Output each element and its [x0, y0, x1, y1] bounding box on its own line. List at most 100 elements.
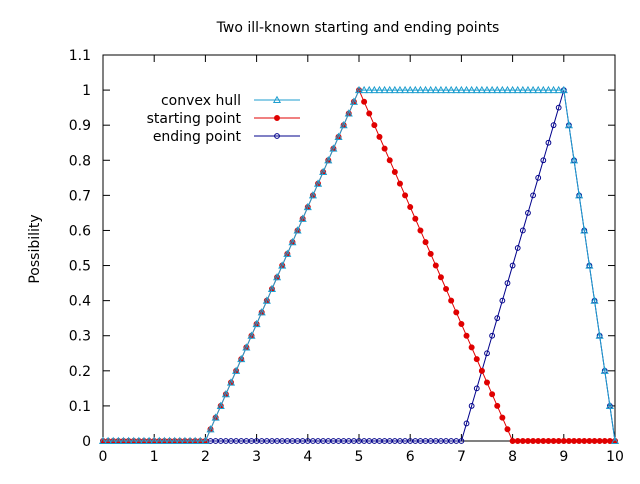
data-point-starting-point [376, 133, 383, 140]
data-point-convex-hull [375, 85, 384, 94]
data-point-convex-hull [370, 85, 379, 94]
data-point-ending-point [494, 315, 501, 322]
data-point-convex-hull [262, 296, 271, 304]
data-point-convex-hull [503, 85, 512, 94]
plot-layer: 0 1 2 3 4 5 6 7 8 9 10 0 0.1 0.2 0.3 0.4 0.5 0.6 0.7 0.8 0.9… [69, 48, 624, 465]
data-point-starting-point [391, 168, 398, 175]
data-point-convex-hull [452, 85, 461, 94]
data-point-convex-hull [472, 85, 481, 94]
data-point-convex-hull [319, 167, 328, 176]
data-point-convex-hull [150, 436, 159, 445]
x-tick-label: 1 [150, 449, 159, 465]
data-point-starting-point [499, 414, 506, 421]
data-point-convex-hull [303, 202, 312, 211]
data-point-convex-hull [329, 144, 338, 152]
data-point-convex-hull [447, 85, 456, 94]
y-tick-label: 1 [82, 83, 91, 99]
data-point-convex-hull [221, 389, 230, 398]
data-point-convex-hull [242, 343, 251, 351]
data-point-ending-point [530, 192, 536, 199]
data-point-convex-hull [211, 413, 220, 421]
x-tick-label: 7 [457, 449, 466, 465]
data-point-starting-point [601, 437, 608, 444]
data-point-starting-point [555, 437, 562, 444]
data-point-starting-point [437, 274, 444, 281]
data-point-convex-hull [145, 436, 154, 445]
data-point-convex-hull [124, 436, 133, 445]
x-tick-label: 8 [508, 449, 517, 465]
data-point-ending-point [504, 280, 511, 286]
x-tick-label: 4 [303, 449, 312, 465]
data-point-convex-hull [390, 85, 399, 94]
data-point-convex-hull [421, 85, 430, 94]
data-point-starting-point [366, 110, 373, 117]
data-point-convex-hull [283, 249, 292, 257]
legend-label-convex-hull: convex hull [161, 93, 241, 109]
x-tick-label: 5 [355, 449, 364, 465]
data-point-ending-point [468, 403, 475, 409]
data-point-convex-hull [457, 85, 466, 94]
data-point-convex-hull [559, 85, 568, 94]
data-point-convex-hull [288, 237, 297, 246]
data-point-convex-hull [119, 436, 128, 445]
data-point-starting-point [483, 379, 490, 386]
x-tick-label: 2 [201, 449, 210, 465]
data-point-starting-point [478, 367, 485, 374]
series-convex-hull [98, 85, 620, 445]
data-point-convex-hull [595, 331, 604, 339]
data-point-convex-hull [334, 132, 343, 140]
data-point-convex-hull [467, 85, 476, 94]
data-point-convex-hull [349, 97, 358, 105]
data-point-convex-hull [267, 284, 277, 292]
y-tick-label: 0.4 [69, 294, 91, 310]
data-point-starting-point [468, 344, 475, 351]
data-point-starting-point [514, 437, 521, 444]
data-point-ending-point [473, 385, 480, 392]
y-tick-label: 0.8 [69, 153, 91, 169]
data-point-convex-hull [165, 436, 174, 445]
data-point-ending-point [458, 438, 465, 444]
data-point-starting-point [407, 204, 414, 211]
data-point-convex-hull [605, 401, 614, 409]
data-point-convex-hull [129, 436, 138, 445]
data-point-starting-point [596, 437, 603, 444]
data-point-starting-point [371, 122, 378, 129]
y-tick-label: 0.9 [69, 118, 91, 134]
data-point-starting-point [504, 426, 511, 433]
data-point-ending-point [545, 139, 552, 146]
data-point-ending-point [540, 157, 547, 164]
data-point-convex-hull [482, 85, 492, 94]
data-point-starting-point [489, 391, 496, 398]
data-point-convex-hull [160, 436, 169, 445]
legend-marker-ending-point [274, 133, 280, 139]
data-point-convex-hull [401, 85, 410, 94]
data-point-convex-hull [406, 85, 415, 94]
data-point-convex-hull [416, 85, 425, 94]
data-point-starting-point [458, 321, 465, 328]
data-point-convex-hull [585, 261, 594, 269]
data-point-starting-point [453, 309, 460, 316]
data-point-convex-hull [273, 273, 282, 281]
x-tick-label: 0 [99, 449, 108, 465]
data-point-starting-point [432, 262, 439, 269]
data-point-starting-point [519, 437, 526, 444]
data-point-starting-point [417, 227, 424, 234]
y-axis-label: Possibility [27, 214, 43, 283]
data-point-ending-point [463, 420, 470, 427]
data-point-convex-hull [98, 436, 108, 445]
data-point-convex-hull [237, 354, 246, 363]
data-point-convex-hull [534, 85, 543, 94]
legend-label-ending-point: ending point [153, 129, 242, 145]
data-point-convex-hull [185, 436, 195, 445]
data-point-starting-point [494, 402, 501, 409]
data-point-ending-point [514, 245, 521, 251]
data-point-starting-point [550, 437, 557, 444]
data-point-convex-hull [426, 85, 435, 94]
data-point-starting-point [586, 437, 593, 444]
data-point-convex-hull [564, 120, 573, 129]
data-point-ending-point [550, 122, 557, 129]
data-point-convex-hull [278, 261, 287, 269]
data-point-convex-hull [529, 85, 538, 94]
data-point-convex-hull [610, 436, 620, 445]
